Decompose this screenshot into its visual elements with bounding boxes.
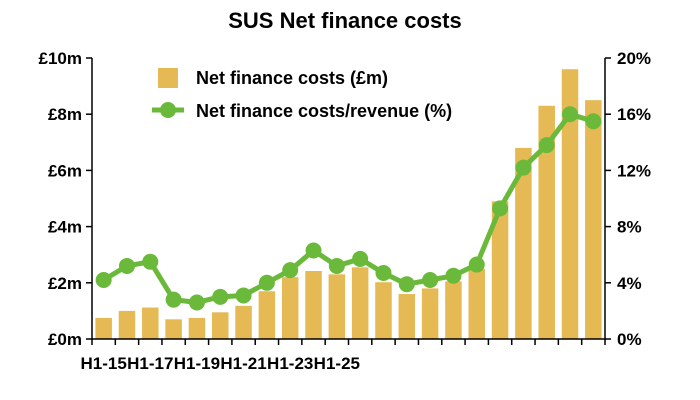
point-H2-16 bbox=[165, 291, 182, 308]
bar-H2-18 bbox=[258, 291, 276, 339]
bar-H2-24 bbox=[538, 105, 555, 340]
bar-H2-25 bbox=[585, 100, 602, 340]
x-tick-label: H1-25 bbox=[314, 354, 360, 373]
bar-H1-25 bbox=[561, 69, 579, 340]
line-series-ratio bbox=[102, 111, 595, 305]
bar-H2-16 bbox=[165, 319, 182, 339]
point-H2-19 bbox=[305, 242, 322, 259]
point-H2-24 bbox=[538, 137, 555, 154]
bar-H1-18 bbox=[235, 305, 252, 339]
bar-H1-22 bbox=[421, 288, 439, 339]
point-H1-25 bbox=[562, 106, 579, 123]
bar-H1-21 bbox=[375, 282, 392, 339]
point-H1-15 bbox=[95, 271, 112, 288]
left-tick-label: £0m bbox=[48, 330, 82, 349]
point-H1-24 bbox=[515, 159, 532, 176]
chart-title: SUS Net finance costs bbox=[228, 8, 462, 33]
x-tick-label: H1-15 bbox=[81, 354, 127, 373]
bar-H1-15 bbox=[95, 317, 112, 339]
legend: Net finance costs (£m) Net finance costs… bbox=[152, 68, 452, 121]
plot-area bbox=[95, 69, 602, 340]
legend-label-line: Net finance costs/revenue (%) bbox=[196, 101, 452, 121]
point-H1-18 bbox=[235, 287, 252, 304]
right-tick-label: 8% bbox=[617, 218, 642, 237]
right-tick-label: 0% bbox=[617, 330, 642, 349]
legend-label-bar: Net finance costs (£m) bbox=[196, 68, 388, 88]
right-tick-label: 12% bbox=[617, 161, 651, 180]
bar-H1-19 bbox=[281, 277, 299, 339]
x-tick-label: H1-19 bbox=[174, 354, 220, 373]
left-tick-label: £10m bbox=[39, 49, 82, 68]
point-H1-22 bbox=[422, 271, 439, 288]
bar-H1-23 bbox=[468, 268, 485, 339]
legend-swatch-bar bbox=[158, 68, 178, 88]
point-H1-23 bbox=[468, 256, 485, 273]
point-H1-19 bbox=[282, 262, 299, 279]
point-H2-21 bbox=[398, 276, 415, 293]
bar-H2-23 bbox=[491, 201, 509, 339]
point-H2-17 bbox=[212, 288, 229, 305]
bar-H2-17 bbox=[212, 312, 229, 339]
point-H2-25 bbox=[585, 113, 602, 130]
point-H2-18 bbox=[258, 274, 275, 291]
bar-H1-24 bbox=[515, 147, 532, 339]
point-H1-17 bbox=[188, 294, 205, 311]
left-tick-label: £6m bbox=[48, 161, 82, 180]
x-tick-label: H1-17 bbox=[127, 354, 173, 373]
point-H2-23 bbox=[492, 200, 509, 217]
bar-H2-19 bbox=[305, 270, 322, 339]
x-tick-label: H1-21 bbox=[220, 354, 266, 373]
bar-H1-17 bbox=[188, 317, 206, 339]
left-tick-label: £8m bbox=[48, 105, 82, 124]
legend-swatch-marker bbox=[160, 102, 176, 118]
bar-H2-21 bbox=[398, 294, 416, 339]
point-H1-21 bbox=[375, 264, 392, 281]
point-H1-16 bbox=[142, 253, 159, 270]
left-tick-label: £4m bbox=[48, 218, 82, 237]
x-tick-label: H1-23 bbox=[267, 354, 313, 373]
right-tick-label: 16% bbox=[617, 105, 651, 124]
bar-H2-22 bbox=[445, 281, 462, 339]
bar-H2-15 bbox=[118, 310, 136, 339]
point-H2-20 bbox=[352, 250, 369, 267]
left-tick-label: £2m bbox=[48, 274, 82, 293]
point-H2-15 bbox=[118, 257, 135, 274]
right-tick-label: 4% bbox=[617, 274, 642, 293]
bar-H1-16 bbox=[142, 307, 159, 339]
point-H1-20 bbox=[328, 257, 345, 274]
bar-H2-20 bbox=[351, 267, 369, 339]
bar-H1-20 bbox=[328, 274, 346, 339]
right-tick-label: 20% bbox=[617, 49, 651, 68]
point-H2-22 bbox=[445, 267, 462, 284]
